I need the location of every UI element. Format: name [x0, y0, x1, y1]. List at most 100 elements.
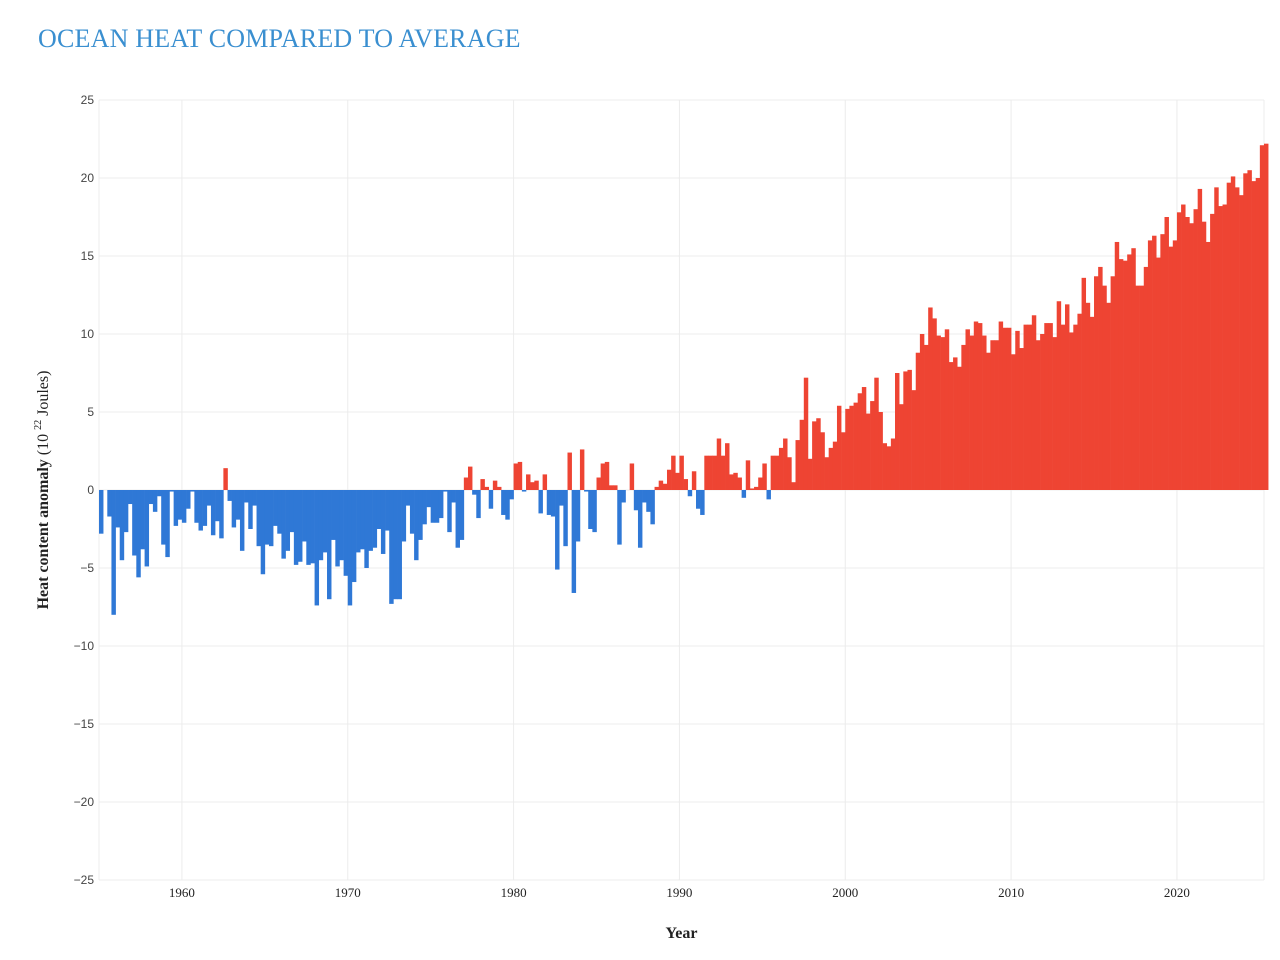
- bar: [484, 486, 490, 490]
- bar: [542, 474, 548, 490]
- bar: [202, 490, 208, 526]
- bar: [244, 490, 249, 503]
- bar: [729, 474, 734, 490]
- bar: [181, 490, 187, 523]
- bar: [293, 490, 299, 565]
- bar: [803, 377, 809, 490]
- bar: [1011, 354, 1016, 490]
- bar: [1131, 248, 1136, 490]
- bar: [1234, 187, 1240, 491]
- bar: [841, 432, 846, 490]
- bar: [1044, 323, 1049, 490]
- bar: [476, 490, 481, 519]
- bar: [380, 490, 386, 554]
- bar: [696, 490, 701, 509]
- bar: [1127, 254, 1132, 490]
- bar: [915, 352, 921, 490]
- bar: [683, 479, 689, 490]
- bar: [339, 490, 344, 561]
- bar: [1048, 323, 1053, 490]
- bar: [165, 490, 170, 558]
- bar: [662, 483, 668, 490]
- y-axis-title-prefix: (10: [35, 434, 52, 455]
- bar: [671, 455, 676, 490]
- bar: [712, 455, 718, 490]
- bar: [530, 482, 535, 490]
- bar: [965, 329, 970, 490]
- bar: [1094, 276, 1099, 490]
- bar: [1226, 182, 1232, 490]
- bar: [986, 352, 991, 490]
- bar: [936, 335, 941, 490]
- bar: [1168, 246, 1174, 490]
- x-tick-label: 2020: [1164, 885, 1190, 900]
- bar: [463, 477, 469, 490]
- bar: [1152, 235, 1157, 490]
- bar: [691, 471, 697, 490]
- bar: [555, 490, 560, 570]
- bar: [430, 490, 436, 523]
- bar: [107, 490, 112, 517]
- bar: [314, 490, 320, 606]
- x-tick-label: 1980: [501, 885, 527, 900]
- bar: [235, 490, 241, 520]
- bar: [911, 390, 917, 490]
- bar: [99, 490, 104, 534]
- bar: [977, 323, 983, 490]
- bar: [289, 490, 295, 533]
- bar: [990, 340, 995, 490]
- bar: [364, 490, 369, 568]
- bar: [899, 404, 904, 490]
- bar: [451, 490, 456, 503]
- bar: [1160, 234, 1165, 490]
- bar: [322, 490, 328, 553]
- bar: [865, 413, 871, 490]
- bar: [687, 490, 693, 497]
- y-tick-label: −20: [74, 795, 95, 809]
- y-tick-label: −15: [74, 717, 95, 731]
- bar: [679, 455, 684, 490]
- bar: [895, 373, 900, 490]
- bar: [778, 447, 784, 490]
- bar: [1040, 334, 1045, 490]
- bar: [824, 457, 829, 490]
- bar: [1056, 301, 1062, 490]
- bar: [534, 480, 539, 490]
- bar: [268, 490, 274, 547]
- bar: [592, 490, 597, 533]
- bar: [608, 485, 614, 490]
- bar: [327, 490, 332, 600]
- bar: [1065, 304, 1070, 490]
- bar: [1247, 170, 1252, 490]
- bar: [136, 490, 141, 578]
- bar: [642, 490, 647, 503]
- bar: [886, 446, 892, 490]
- bar: [1164, 217, 1169, 490]
- bar: [588, 490, 593, 529]
- bar: [1193, 209, 1198, 490]
- y-axis-title: Heat content anomaly (10 22 Joules): [28, 371, 52, 610]
- bar: [758, 477, 763, 490]
- y-axis-title-suffix: Joules): [35, 371, 52, 416]
- bar: [957, 366, 962, 490]
- bar: [161, 490, 166, 545]
- bar: [128, 490, 133, 505]
- bar: [148, 490, 154, 505]
- bar: [716, 438, 722, 490]
- bar: [973, 321, 979, 490]
- bar: [604, 461, 610, 490]
- bar: [874, 377, 879, 490]
- bar: [857, 393, 863, 490]
- bar: [526, 474, 531, 490]
- bar: [223, 468, 228, 490]
- bar: [1110, 276, 1116, 490]
- bar: [550, 490, 556, 517]
- bar: [264, 490, 270, 545]
- bar: [521, 490, 527, 492]
- bar: [111, 490, 116, 615]
- bar: [1222, 204, 1227, 490]
- bar: [675, 472, 680, 490]
- bar: [1019, 348, 1024, 490]
- bar: [828, 447, 834, 490]
- bar: [733, 472, 738, 490]
